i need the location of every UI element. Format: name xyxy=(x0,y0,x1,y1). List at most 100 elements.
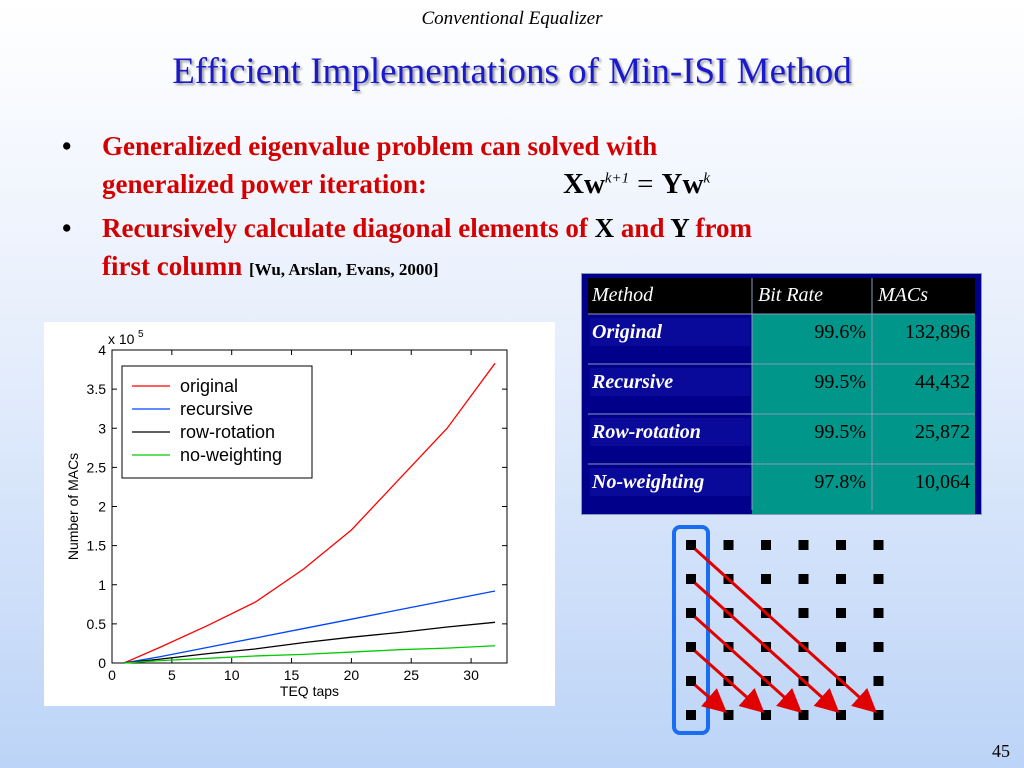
citation: [Wu, Arslan, Evans, 2000] xyxy=(248,260,439,279)
bullet-dot-icon: • xyxy=(62,213,72,243)
y-tick-label: 2 xyxy=(98,499,106,515)
matrix-element-dot xyxy=(798,540,809,550)
table-cell-bitrate: 99.5% xyxy=(814,421,866,443)
diagonal-arrow xyxy=(693,581,840,714)
matrix-element-dot xyxy=(761,574,771,584)
table-cell-bitrate: 99.5% xyxy=(814,371,866,393)
table-cell-bg xyxy=(752,464,975,514)
equation-lhs-exponent: k+1 xyxy=(604,170,630,187)
table-cell-bg xyxy=(590,418,750,446)
equation-rhs: Yw xyxy=(661,168,704,200)
matrix-y-label: Y xyxy=(670,213,689,243)
y-tick-label: 3 xyxy=(98,420,106,436)
y-scale-label: x 10 xyxy=(108,331,135,347)
y-tick-label: 2.5 xyxy=(87,459,107,475)
table-cell-bg xyxy=(588,344,752,364)
x-tick-label: 10 xyxy=(224,667,240,683)
legend-label: original xyxy=(180,376,238,396)
equation-lhs: Xw xyxy=(563,168,605,200)
y-scale-exponent: 5 xyxy=(138,329,144,340)
x-tick-label: 30 xyxy=(463,667,479,683)
y-axis-label: Number of MACs xyxy=(65,453,81,560)
legend-label: no-weighting xyxy=(180,445,282,465)
bullet-text: first column xyxy=(102,251,249,281)
legend-label: recursive xyxy=(180,399,253,419)
diagonal-arrow xyxy=(694,649,765,713)
series-line-no-weighting xyxy=(123,645,496,664)
matrix-element-dot xyxy=(836,540,846,550)
table-cell-bg xyxy=(590,368,750,396)
table-header-method: Method xyxy=(591,284,654,306)
matrix-element-dot xyxy=(686,540,696,550)
x-tick-label: 5 xyxy=(168,667,176,683)
results-table: Method Bit Rate MACs Original 99.6% 132,89… xyxy=(581,273,982,515)
series-line-row-rotation xyxy=(123,621,496,664)
x-tick-label: 15 xyxy=(284,667,300,683)
table-header-bitrate: Bit Rate xyxy=(758,284,823,306)
slide-header: Conventional Equalizer xyxy=(421,8,603,29)
y-tick-label: 0 xyxy=(98,655,106,671)
matrix-element-dot xyxy=(761,540,771,550)
bullet-item: • Generalized eigenvalue problem can sol… xyxy=(62,127,962,203)
bullet-text: Generalized eigenvalue problem can solve… xyxy=(102,131,658,161)
matrix-element-dot xyxy=(836,710,846,720)
table-cell-bg xyxy=(752,364,975,414)
matrix-x-label: X xyxy=(594,213,615,243)
table-cell-macs: 44,432 xyxy=(915,371,970,393)
series-line-original xyxy=(123,362,496,664)
table-cell-bitrate: 99.6% xyxy=(814,321,866,343)
bullet-item: • Recursively calculate diagonal element… xyxy=(62,209,962,289)
y-tick-label: 0.5 xyxy=(87,616,107,632)
table-cell-method: Recursive xyxy=(591,371,673,393)
matrix-diagram-svg xyxy=(672,525,884,735)
power-iteration-equation: Xwk+1 = Ywk xyxy=(563,168,710,201)
matrix-element-dot xyxy=(686,676,696,686)
y-tick-label: 1.5 xyxy=(87,538,107,554)
bullet-text: from xyxy=(688,213,752,243)
matrix-diagram xyxy=(660,525,900,735)
matrix-element-dot xyxy=(836,574,846,584)
diagonal-arrow xyxy=(693,547,877,714)
table-cell-bitrate: 97.8% xyxy=(814,471,866,493)
table-header-macs: MACs xyxy=(877,284,928,306)
x-tick-label: 25 xyxy=(403,667,419,683)
table-cell-macs: 25,872 xyxy=(915,421,970,443)
legend-box xyxy=(121,365,313,479)
table-cell-bg xyxy=(588,394,752,414)
table-cell-bg xyxy=(752,414,975,464)
matrix-element-dot xyxy=(723,540,734,550)
x-axis-label: TEQ taps xyxy=(280,683,339,699)
table-cell-macs: 132,896 xyxy=(905,321,970,343)
equation-sign: = xyxy=(637,168,654,200)
matrix-element-dot xyxy=(836,608,846,618)
table-cell-macs: 10,064 xyxy=(915,471,970,493)
matrix-element-dot xyxy=(873,574,884,584)
table-cell-method: No-weighting xyxy=(591,471,704,493)
matrix-element-dot xyxy=(723,710,734,720)
matrix-element-dot xyxy=(686,642,696,652)
legend-label: row-rotation xyxy=(180,422,275,442)
table-cell-bg xyxy=(590,318,750,346)
matrix-element-dot xyxy=(873,676,884,686)
matrix-element-dot xyxy=(798,574,809,584)
x-tick-label: 0 xyxy=(108,667,116,683)
results-table-grid: Method Bit Rate MACs Original 99.6% 132,89… xyxy=(588,278,975,514)
table-cell-bg xyxy=(588,444,752,464)
slide-title: Efficient Implementations of Min-ISI Met… xyxy=(172,51,852,92)
y-tick-label: 1 xyxy=(98,577,106,593)
equation-rhs-exponent: k xyxy=(703,170,711,187)
bullet-text: and xyxy=(614,213,671,243)
bullet-text: Recursively calculate diagonal elements … xyxy=(102,213,595,243)
matrix-element-dot xyxy=(873,642,884,652)
matrix-element-dot xyxy=(873,608,884,618)
diagonal-arrow xyxy=(693,615,802,714)
matrix-element-dot xyxy=(686,710,696,720)
table-cell-bg xyxy=(588,494,752,514)
bullet-list: • Generalized eigenvalue problem can sol… xyxy=(62,127,962,295)
table-cell-method: Original xyxy=(592,321,662,343)
y-tick-label: 4 xyxy=(98,342,106,358)
matrix-element-dot xyxy=(686,574,696,584)
bullet-text: generalized power iteration: xyxy=(102,169,427,199)
matrix-element-dot xyxy=(873,710,884,720)
